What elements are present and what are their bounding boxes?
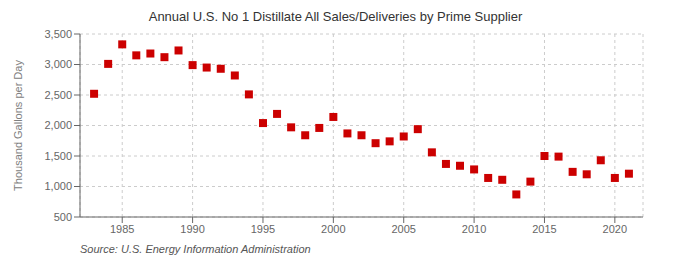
svg-text:2000: 2000 <box>321 223 345 235</box>
svg-text:1995: 1995 <box>251 223 275 235</box>
svg-text:2010: 2010 <box>462 223 486 235</box>
svg-text:2005: 2005 <box>391 223 415 235</box>
svg-text:Thousand Gallons per Day: Thousand Gallons per Day <box>12 60 24 191</box>
html-text:Annual U.S. No 1 Distillate Al: Annual U.S. No 1 Distillate All Sales/De… <box>148 9 523 24</box>
svg-text:3,500: 3,500 <box>44 28 72 40</box>
svg-text:2020: 2020 <box>603 223 627 235</box>
svg-text:2,500: 2,500 <box>44 89 72 101</box>
svg-text:1,500: 1,500 <box>44 150 72 162</box>
svg-text:500: 500 <box>54 211 72 223</box>
svg-text:1985: 1985 <box>110 223 134 235</box>
html-text:Source: U.S. Energy Informatio: Source: U.S. Energy Information Administ… <box>80 243 311 255</box>
svg-text:1990: 1990 <box>180 223 204 235</box>
svg-text:1,000: 1,000 <box>44 180 72 192</box>
svg-text:3,000: 3,000 <box>44 58 72 70</box>
svg-text:2,000: 2,000 <box>44 119 72 131</box>
svg-text:2015: 2015 <box>532 223 556 235</box>
